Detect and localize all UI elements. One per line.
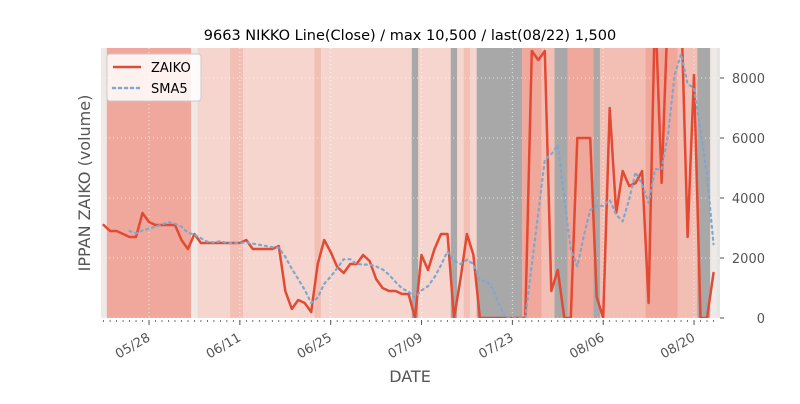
legend: ZAIKO SMA5 <box>106 53 202 102</box>
shade-band-2 <box>191 48 198 318</box>
shade-band-7 <box>320 48 373 318</box>
shade-band-11 <box>450 48 458 318</box>
shade-band-6 <box>314 48 321 318</box>
zaiko-line <box>102 48 715 318</box>
y-axis: 0 2000 4000 6000 8000 <box>720 72 765 327</box>
y-tick-label-3: 6000 <box>732 132 765 147</box>
legend-zaiko-label: ZAIKO <box>151 61 191 76</box>
shade-band-10 <box>418 48 451 318</box>
shade-band-14 <box>470 48 477 318</box>
shade-band-3 <box>197 48 231 318</box>
x-tick-label-1: 06/11 <box>204 330 244 362</box>
x-tick-label-4: 07/23 <box>476 330 516 362</box>
x-axis: 05/28 06/11 06/25 07/09 07/23 08/06 08/20 <box>103 320 714 362</box>
y-tick-label-1: 2000 <box>732 252 765 267</box>
shade-band-4 <box>230 48 244 318</box>
series-lines <box>102 48 715 318</box>
shade-band-12 <box>457 48 464 318</box>
x-tick-label-5: 08/06 <box>567 330 607 362</box>
x-tick-label-0: 05/28 <box>113 330 153 362</box>
x-tick-label-6: 08/20 <box>658 330 698 362</box>
x-tick-label-3: 07/09 <box>386 330 426 362</box>
y-tick-label-4: 8000 <box>732 72 765 87</box>
shade-band-25 <box>710 48 717 318</box>
y-tick-label-0: 0 <box>757 312 765 327</box>
shade-band-13 <box>463 48 471 318</box>
y-axis-label: IPPAN ZAIKO (volume) <box>75 95 94 272</box>
shade-band-24 <box>697 48 711 318</box>
sma5-line <box>128 52 715 318</box>
shade-band-5 <box>243 48 315 318</box>
x-axis-label: DATE <box>389 367 431 386</box>
legend-sma5-label: SMA5 <box>151 82 188 97</box>
shade-band-9 <box>411 48 419 318</box>
shade-band-8 <box>372 48 412 318</box>
shade-band-15 <box>476 48 523 318</box>
x-tick-label-2: 06/25 <box>295 330 335 362</box>
shade-band-18 <box>554 48 568 318</box>
shade-band-0 <box>101 48 107 318</box>
shade-band-20 <box>593 48 600 318</box>
y-tick-label-2: 4000 <box>732 192 765 207</box>
chart-title: 9663 NIKKO Line(Close) / max 10,500 / la… <box>204 28 616 44</box>
